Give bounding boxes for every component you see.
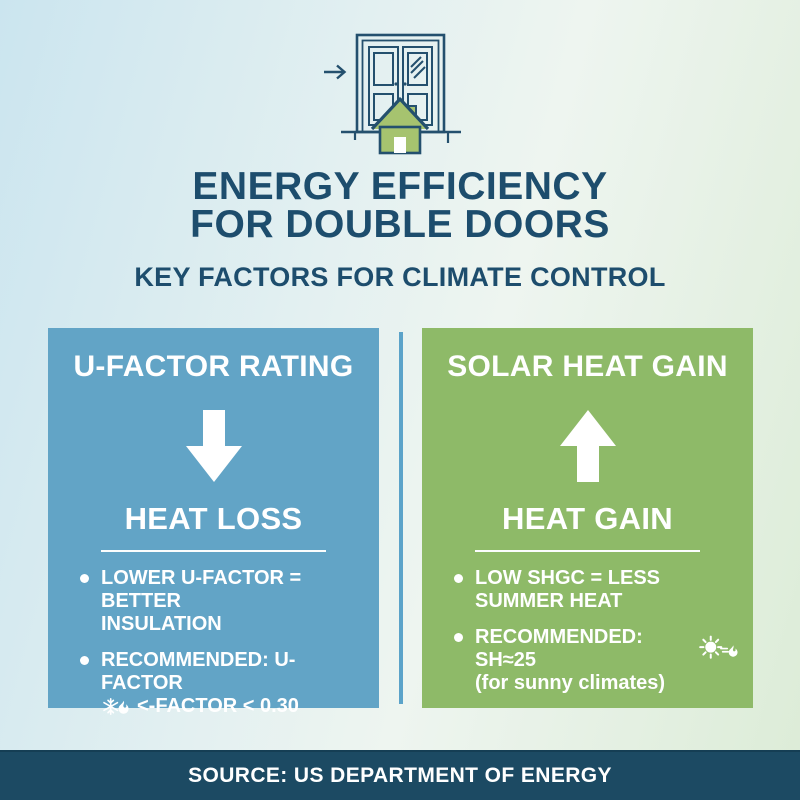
bullet-text: INSULATION <box>101 613 222 635</box>
list-item: RECOMMENDED: U-FACTOR <box>80 649 365 718</box>
title-line-2: FOR DOUBLE DOORS <box>190 203 610 246</box>
bullet-dot <box>80 574 89 583</box>
panel-heading-shgc: SOLAR HEAT GAIN <box>447 350 728 383</box>
house-icon <box>370 97 430 155</box>
bullet-text: RECOMMENDED: U-FACTOR <box>101 649 296 694</box>
sun-flame-icon <box>699 635 738 659</box>
arrow-right-icon <box>324 64 347 80</box>
bullet-text: LOW SHGC = LESS <box>475 567 661 589</box>
underline-rule <box>101 550 326 552</box>
bullet-text: RECOMMENDED: SH≈25 <box>475 626 643 671</box>
page-subtitle: KEY FACTORS FOR CLIMATE CONTROL <box>134 262 666 292</box>
bullet-text: SUMMER HEAT <box>475 590 623 612</box>
hero-illustration <box>315 22 485 177</box>
bullet-dot <box>80 656 89 665</box>
panel-gap <box>379 328 422 708</box>
title-line-1: ENERGY EFFICIENCY <box>192 165 608 208</box>
panel-divider-line <box>398 332 403 704</box>
bullet-text: LOWER U-FACTOR = BETTER <box>101 567 302 612</box>
solar-heat-gain-panel: SOLAR HEAT GAIN HEAT GAIN LOW SHGC = LES… <box>422 328 753 708</box>
u-factor-panel: U-FACTOR RATING HEAT LOSS LOWER U-FACTOR… <box>48 328 379 717</box>
source-text: SOURCE: US DEPARTMENT OF ENERGY <box>188 764 612 787</box>
double-doors-icon <box>324 33 461 155</box>
bullet-dot <box>454 633 463 642</box>
footer-bar: SOURCE: US DEPARTMENT OF ENERGY <box>0 750 800 800</box>
arrow-up-icon <box>559 410 616 482</box>
heat-gain-label: HEAT GAIN <box>502 501 673 536</box>
list-item: LOWER U-FACTOR = BETTER INSULATION <box>80 567 365 636</box>
underline-rule <box>475 550 700 552</box>
bullet-text: (for sunny climates) <box>475 672 666 694</box>
snowflake-flame-icon <box>103 698 129 715</box>
bullet-dot <box>454 574 463 583</box>
list-item: RECOMMENDED: SH≈25 <box>454 626 739 695</box>
panel-heading-u-factor: U-FACTOR RATING <box>73 350 354 383</box>
arrow-down-icon <box>185 410 242 482</box>
page-title: ENERGY EFFICIENCY FOR DOUBLE DOORS <box>0 165 800 246</box>
u-factor-bullets: LOWER U-FACTOR = BETTER INSULATION RECOM… <box>48 567 379 718</box>
shgc-bullets: LOW SHGC = LESS SUMMER HEAT RECOMMENDED:… <box>422 567 753 695</box>
list-item: LOW SHGC = LESS SUMMER HEAT <box>454 567 739 613</box>
heat-loss-label: HEAT LOSS <box>124 501 303 536</box>
bullet-text: <-FACTOR < 0.30 <box>137 695 299 717</box>
comparison-panels: U-FACTOR RATING HEAT LOSS LOWER U-FACTOR… <box>48 328 753 717</box>
